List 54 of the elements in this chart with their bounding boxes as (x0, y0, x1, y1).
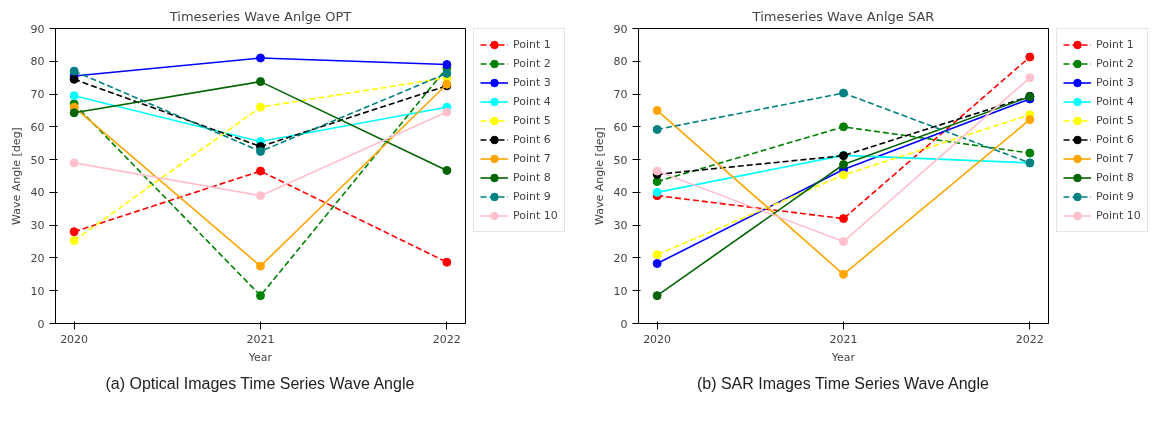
y-tick-label: 30 (30, 219, 45, 233)
y-tick-label: 60 (30, 120, 45, 134)
y-tick-label: 20 (30, 251, 45, 265)
legend-label: Point 10 (1096, 208, 1141, 224)
legend-label: Point 8 (513, 170, 551, 186)
y-tick-label: 90 (30, 22, 45, 36)
y-tick-label: 70 (30, 88, 45, 102)
y-tick-label: 40 (30, 186, 45, 200)
legend-label: Point 5 (513, 113, 551, 129)
text: (a) Optical Images Time Series Wave Angle (105, 374, 415, 392)
y-tick-label: 50 (30, 153, 45, 167)
legend-label: Point 4 (513, 94, 551, 110)
y-tick-label: 40 (613, 186, 628, 200)
legend-label: Point 7 (513, 151, 551, 167)
x-tick-label: 2021 (829, 332, 858, 346)
legend-label: Point 1 (1096, 37, 1134, 53)
y-tick-label: 10 (613, 284, 628, 298)
legend-label: Point 4 (1096, 94, 1134, 110)
legend-label: Point 3 (513, 75, 551, 91)
text: (b) SAR Images Time Series Wave Angle (696, 374, 989, 392)
y-tick-label: 0 (620, 317, 628, 331)
chart-title: Timeseries Wave Anlge OPT (168, 8, 352, 24)
x-tick-label: 2020 (643, 332, 672, 346)
y-tick-label: 90 (613, 22, 628, 36)
legend-label: Point 6 (1096, 132, 1134, 148)
y-axis-title: Wave Angle [deg] (592, 127, 606, 225)
legend-label: Point 2 (513, 56, 551, 72)
legend-label: Point 9 (513, 189, 551, 205)
x-tick-label: 2021 (246, 332, 275, 346)
y-tick-label: 70 (613, 88, 628, 102)
legend-label: Point 1 (513, 37, 551, 53)
legend-label: Point 9 (1096, 189, 1134, 205)
y-tick-label: 30 (613, 219, 628, 233)
y-tick-label: 60 (613, 120, 628, 134)
y-axis-title: Wave Angle [deg] (9, 127, 23, 225)
y-tick-label: 20 (613, 251, 628, 265)
y-tick-label: 80 (613, 55, 628, 69)
legend-label: Point 5 (1096, 113, 1134, 129)
y-tick-label: 10 (30, 284, 45, 298)
legend-label: Point 8 (1096, 170, 1134, 186)
legend-label: Point 10 (513, 208, 558, 224)
x-tick-label: 2022 (432, 332, 461, 346)
y-tick-label: 80 (30, 55, 45, 69)
legend-label: Point 6 (513, 132, 551, 148)
legend-label: Point 3 (1096, 75, 1134, 91)
x-axis-title: Year (830, 350, 856, 364)
chart-title: Timeseries Wave Anlge SAR (751, 8, 935, 24)
x-axis-title: Year (247, 350, 273, 364)
legend-label: Point 7 (1096, 151, 1134, 167)
x-tick-label: 2022 (1015, 332, 1044, 346)
legend-label: Point 2 (1096, 56, 1134, 72)
y-tick-label: 0 (37, 317, 45, 331)
x-tick-label: 2020 (60, 332, 89, 346)
y-tick-label: 50 (613, 153, 628, 167)
